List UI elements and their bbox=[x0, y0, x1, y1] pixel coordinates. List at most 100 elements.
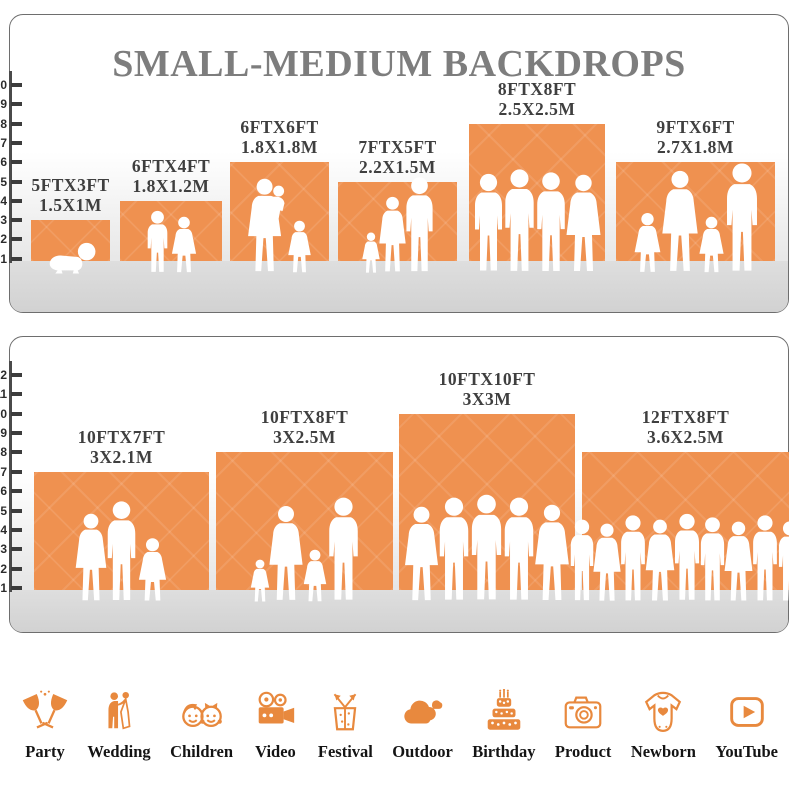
ruler-tick bbox=[11, 430, 22, 435]
size-meters: 2.7X1.8M bbox=[657, 137, 734, 158]
backdrop: 10FTX8FT 3X2.5M bbox=[216, 407, 393, 590]
children-icon bbox=[179, 689, 225, 735]
man-silhouette bbox=[402, 177, 437, 274]
ruler-number: 10 bbox=[0, 406, 7, 421]
page-title: SMALL-MEDIUM BACKDROPS bbox=[112, 43, 686, 85]
size-feet: 10FTX7FT bbox=[77, 426, 166, 447]
ruler-number: 5 bbox=[0, 503, 7, 518]
category-row: Party Wedding Children Video Festival Outdoor… bbox=[0, 652, 800, 760]
backdrop-size-label: 10FTX8FT 3X2.5M bbox=[261, 407, 349, 447]
floor bbox=[10, 590, 788, 632]
people-silhouettes bbox=[248, 177, 312, 274]
man-silhouette bbox=[775, 521, 800, 603]
backdrop: 9FTX6FT 2.7X1.8M bbox=[616, 117, 775, 261]
backdrop-size-label: 7FTX5FT 2.2X1.5M bbox=[358, 137, 436, 177]
ruler-tick bbox=[11, 140, 22, 145]
backdrop-size-label: 6FTX4FT 1.8X1.2M bbox=[132, 156, 210, 196]
ruler-number: 8 bbox=[0, 445, 7, 460]
man-silhouette bbox=[722, 163, 762, 274]
category-newborn: Newborn bbox=[631, 689, 696, 760]
backdrop: 6FTX6FT 1.8X1.8M bbox=[230, 117, 329, 261]
people-silhouettes bbox=[405, 494, 569, 603]
size-meters: 3X2.1M bbox=[90, 446, 153, 467]
size-meters: 2.5X2.5M bbox=[498, 98, 576, 119]
category-birthday: Birthday bbox=[472, 689, 535, 760]
people-silhouettes bbox=[474, 169, 601, 274]
ruler-tick bbox=[11, 411, 22, 416]
ruler-tick bbox=[11, 102, 22, 107]
category-outdoor: Outdoor bbox=[392, 689, 453, 760]
girl-silhouette bbox=[284, 220, 315, 274]
size-meters: 1.8X1.8M bbox=[241, 137, 318, 158]
ruler-number: 2 bbox=[0, 561, 7, 576]
ruler-number: 8 bbox=[0, 116, 7, 131]
girl-silhouette bbox=[134, 537, 171, 603]
wedding-icon bbox=[96, 689, 142, 735]
backdrop: 6FTX4FT 1.8X1.2M bbox=[120, 156, 222, 261]
backdrop: 7FTX5FT 2.2X1.5M bbox=[338, 137, 457, 262]
size-meters: 3.6X2.5M bbox=[647, 427, 724, 448]
ruler-number: 10 bbox=[0, 78, 7, 92]
ruler-tick bbox=[11, 392, 22, 397]
people-silhouettes bbox=[633, 163, 759, 274]
size-feet: 7FTX5FT bbox=[358, 136, 437, 157]
people-silhouettes bbox=[362, 177, 434, 274]
category-party: Party bbox=[22, 689, 68, 760]
size-meters: 2.2X1.5M bbox=[359, 156, 436, 177]
ruler-tick bbox=[11, 179, 22, 184]
ruler-number: 7 bbox=[0, 464, 7, 479]
video-icon bbox=[252, 689, 298, 735]
ruler-number: 3 bbox=[0, 213, 7, 228]
small-medium-panel: SMALL-MEDIUM BACKDROPS 10 9 8 7 6 5 4 3 2 1 5FTX3F… bbox=[0, 14, 789, 313]
ruler-tick bbox=[11, 566, 22, 571]
backdrop: 5FTX3FT 1.5X1M bbox=[31, 175, 110, 261]
category-label: Product bbox=[554, 742, 612, 761]
ruler-number: 2 bbox=[0, 232, 7, 247]
ruler-tick bbox=[11, 237, 22, 242]
backdrop: 12FTX8FT 3.6X2.5M bbox=[582, 407, 789, 590]
size-meters: 1.8X1.2M bbox=[132, 175, 210, 196]
youtube-icon bbox=[724, 689, 770, 735]
ruler-tick bbox=[11, 469, 22, 474]
ruler-tick bbox=[11, 83, 22, 87]
category-label: Newborn bbox=[630, 742, 696, 761]
man-silhouette bbox=[324, 497, 362, 603]
people-silhouettes bbox=[47, 240, 95, 274]
ruler-line bbox=[9, 71, 12, 263]
category-label: Birthday bbox=[472, 742, 536, 761]
ruler-tick bbox=[11, 198, 22, 203]
category-youtube: YouTube bbox=[715, 689, 778, 760]
category-label: Festival bbox=[317, 742, 373, 761]
festival-icon bbox=[322, 689, 368, 735]
backdrop-size-label: 10FTX7FT 3X2.1M bbox=[78, 427, 166, 467]
size-meters: 1.5X1M bbox=[39, 195, 102, 216]
ruler-number: 1 bbox=[0, 581, 7, 596]
party-icon bbox=[22, 689, 68, 735]
size-feet: 10FTX10FT bbox=[438, 368, 536, 389]
size-feet: 6FTX6FT bbox=[240, 117, 319, 138]
ruler-number: 6 bbox=[0, 484, 7, 499]
ruler-number: 4 bbox=[0, 193, 7, 208]
backdrop-size-label: 5FTX3FT 1.5X1M bbox=[31, 175, 109, 215]
ruler-line bbox=[9, 361, 12, 592]
ruler-tick bbox=[11, 527, 22, 532]
ruler-number: 9 bbox=[0, 425, 7, 440]
category-label: Video bbox=[255, 742, 296, 761]
people-silhouettes bbox=[145, 210, 198, 274]
ruler-number: 11 bbox=[0, 387, 7, 402]
category-label: Wedding bbox=[87, 742, 151, 761]
category-children: Children bbox=[170, 689, 233, 760]
ruler-tick bbox=[11, 489, 22, 494]
ruler-tick bbox=[11, 450, 22, 455]
ruler-number: 4 bbox=[0, 522, 7, 537]
people-silhouettes bbox=[570, 513, 800, 603]
size-feet: 9FTX6FT bbox=[656, 117, 735, 138]
people-silhouettes bbox=[250, 497, 359, 603]
ruler-tick bbox=[11, 586, 22, 591]
ruler-tick bbox=[11, 547, 22, 552]
backdrop: 8FTX8FT 2.5X2.5M bbox=[469, 79, 605, 261]
people-silhouettes bbox=[76, 501, 168, 603]
category-festival: Festival bbox=[318, 689, 373, 760]
woman-silhouette bbox=[564, 174, 604, 274]
